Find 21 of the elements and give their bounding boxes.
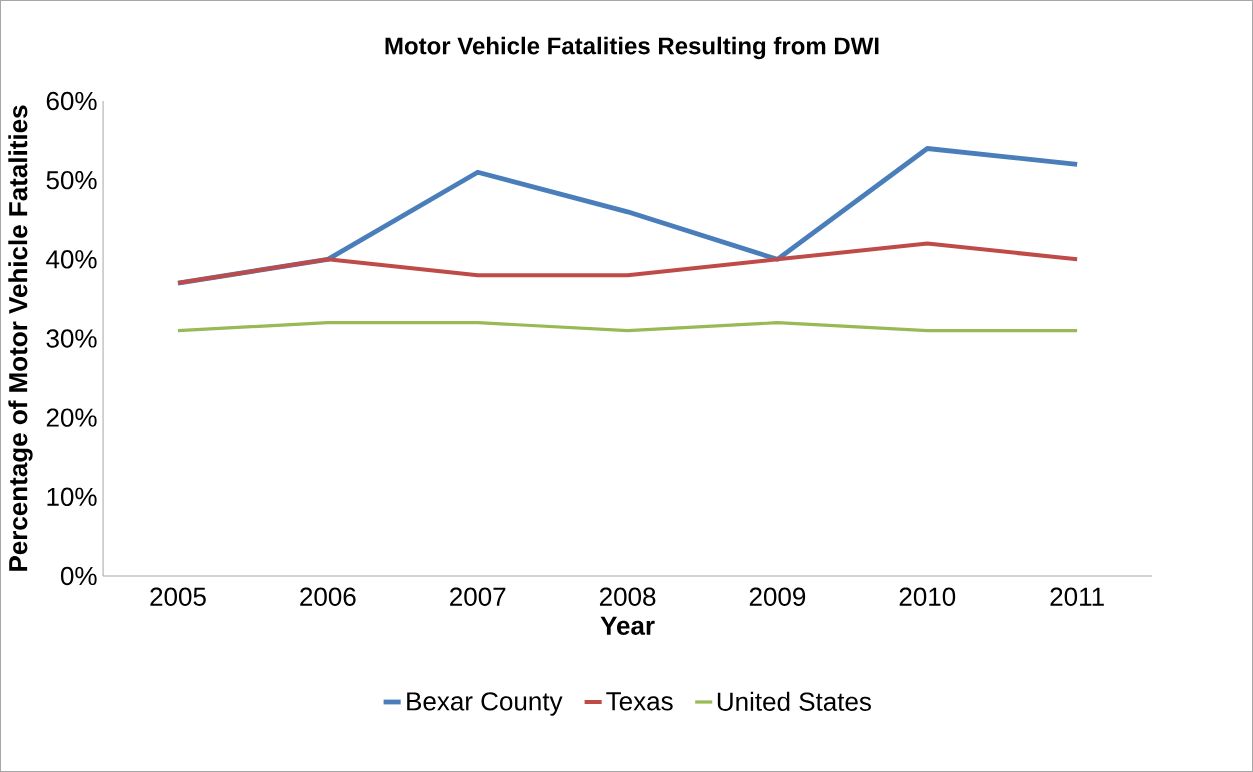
chart-title: Motor Vehicle Fatalities Resulting from DWI (385, 36, 879, 60)
y-tick-label: 50% (46, 170, 97, 190)
y-axis-title: Percentage of Motor Vehicle Fatalities (8, 105, 33, 571)
line-series (176, 241, 1080, 286)
x-tick-label: 2010 (899, 587, 956, 606)
legend-label: Texas (606, 692, 673, 711)
y-tick-label: 60% (46, 91, 97, 111)
x-tick-label: 2005 (150, 587, 206, 606)
x-tick-label: 2011 (1050, 587, 1104, 606)
y-tick-label: 30% (46, 329, 97, 348)
x-tick-label: 2007 (450, 587, 506, 606)
y-tick-label: 40% (46, 250, 97, 269)
y-tick-label: 10% (47, 487, 97, 507)
x-tick-label: 2008 (599, 587, 656, 606)
x-tick-label: 2009 (749, 587, 806, 606)
y-tick-label: 0% (60, 566, 97, 586)
x-axis-title: Year (600, 616, 655, 635)
legend-label: United States (717, 691, 871, 711)
legend-label: Bexar County (407, 692, 563, 716)
x-tick-label: 2006 (300, 587, 356, 606)
y-tick-label: 20% (46, 408, 97, 427)
